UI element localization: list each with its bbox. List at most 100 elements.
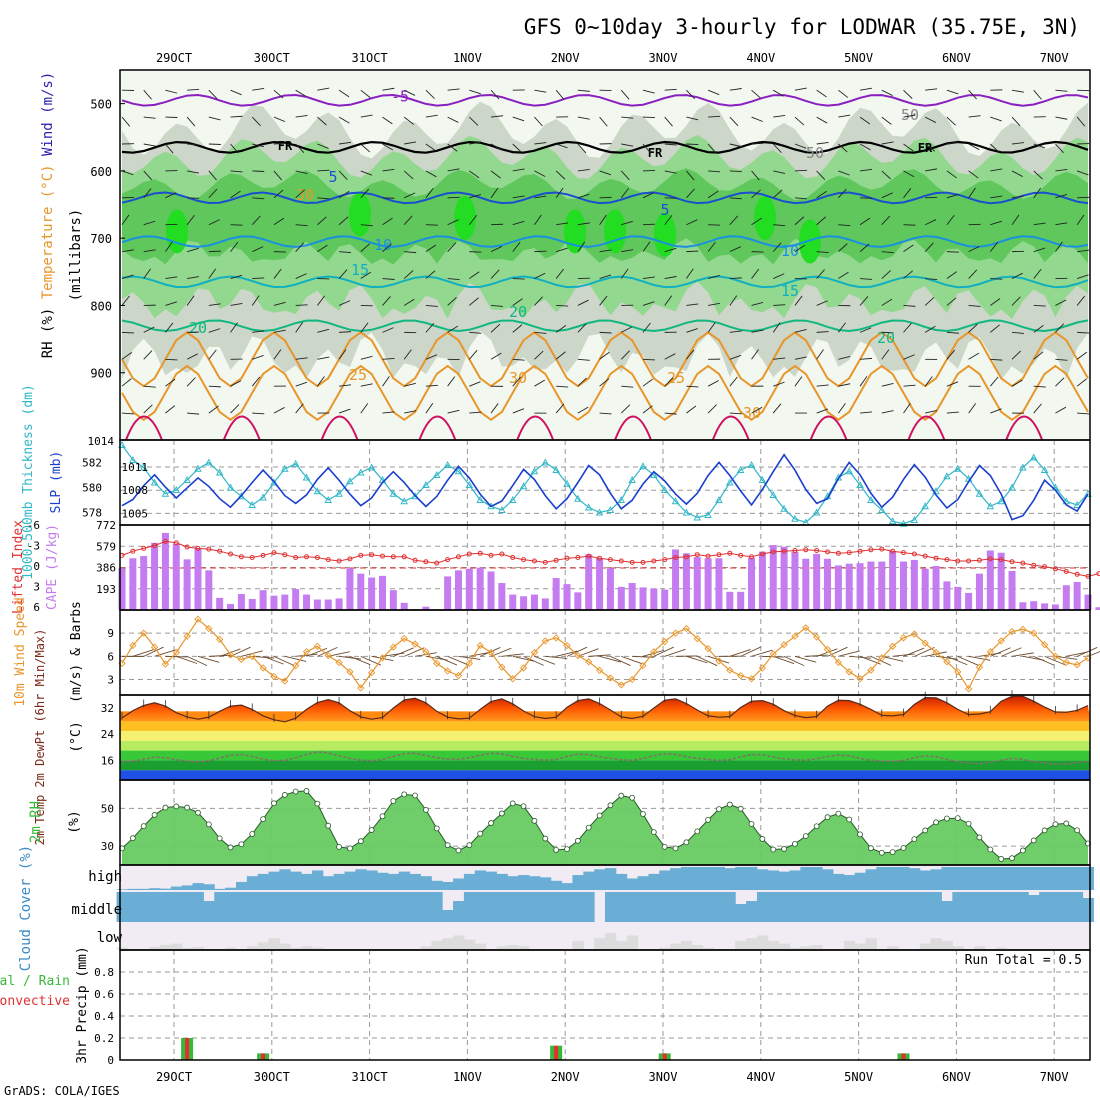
cape-bar (628, 583, 636, 610)
wind-barb (881, 410, 894, 414)
wind-barb (642, 378, 653, 387)
rh-point (705, 816, 712, 823)
precip-label-total: tal / Rain (0, 974, 70, 989)
wind-speed-point (813, 633, 821, 641)
cloud-low-bar (691, 944, 704, 949)
cloud-middle-bar (1028, 895, 1040, 922)
wind-barb (708, 115, 721, 118)
wind-barb (859, 296, 869, 306)
wind-barb (1055, 143, 1064, 154)
wind-barb (751, 116, 763, 122)
wind-barb (686, 89, 696, 100)
cloud-high-bar (116, 889, 128, 890)
thickness-point (519, 482, 528, 490)
cape-bar (346, 568, 354, 610)
precip-tick: 0 (107, 1054, 114, 1067)
thickness-point (194, 464, 202, 472)
wind-speed-point (433, 659, 441, 667)
wind-barb (165, 322, 174, 333)
wind-barb (317, 143, 329, 149)
wind-barb (1076, 214, 1085, 225)
wind-barb (990, 195, 1003, 199)
lifted-index-point (792, 548, 798, 553)
wind-barb (751, 406, 763, 414)
wind-speed-point (324, 651, 332, 660)
wind-speed-point (292, 661, 300, 670)
cloud-low-bar (789, 947, 801, 949)
wind-barb (534, 116, 543, 127)
lifted-index-point (803, 547, 809, 553)
lifted-index-point (705, 553, 711, 559)
date-label-top: 6NOV (942, 51, 971, 65)
wind-barb (577, 358, 590, 361)
axis-label: 3hr Precip (mm) (75, 946, 90, 1063)
cloud-high-bar (1071, 867, 1084, 890)
wind-barb (165, 241, 173, 252)
thickness-point (747, 461, 756, 468)
wind-barb (773, 357, 786, 360)
thickness-point (878, 506, 886, 513)
wind-barb (1033, 268, 1042, 279)
wind-speed-point (921, 639, 929, 647)
wind-barb (273, 349, 282, 360)
wind-barb (708, 302, 721, 306)
cape-bar (183, 559, 191, 610)
cloud-high-bar (756, 869, 769, 890)
wind-barb (468, 214, 478, 226)
wind-barb (121, 378, 132, 387)
cloud-middle-bar (680, 892, 693, 922)
wind-barb (382, 327, 394, 333)
wind-speed-point (237, 655, 246, 664)
cloud-layer-label: high (88, 869, 122, 885)
cape-bar (205, 570, 213, 610)
rh-point (184, 804, 191, 811)
isotherm-35 (418, 415, 457, 441)
surface-wind-barb (599, 655, 621, 663)
rh-point (553, 846, 560, 853)
wind-barb (273, 329, 286, 333)
wind-barb (447, 116, 459, 123)
lifted-index-point (694, 552, 700, 558)
cape-bar (1084, 594, 1092, 610)
axis-label-part: 10m Wind Speed (13, 597, 28, 707)
wind-barb (968, 269, 978, 279)
rh-point (759, 836, 766, 842)
cloud-low-bar (746, 938, 758, 949)
axis-label-part: 2m Temp 2m DewPt (6hr Min/Max) (33, 629, 47, 846)
contour-label: 20 (877, 329, 895, 347)
wind-speed-point (346, 668, 354, 676)
thickness-point (943, 472, 951, 480)
surface-wind-barb (490, 647, 512, 657)
lifted-index-point (879, 546, 885, 552)
cloud-middle-bar (1082, 898, 1094, 922)
rh-point (477, 830, 484, 837)
cloud-high-bar (995, 867, 1008, 890)
wind-barb (686, 250, 699, 253)
wind-barb (620, 188, 629, 199)
lifted-index-point (890, 548, 896, 554)
wind-barb (729, 412, 742, 415)
cape-bar (834, 565, 842, 610)
thickness-point (422, 481, 430, 488)
cloud-low-bar (887, 946, 899, 949)
rh-point (813, 823, 820, 830)
wind-barb (425, 270, 436, 279)
wind-barb (881, 382, 894, 387)
cloud-high-bar (832, 873, 845, 890)
cloud-middle-bar (518, 892, 530, 922)
wind-barb (642, 358, 655, 361)
surface-wind-barb (783, 655, 805, 667)
cloud-high-bar (463, 873, 476, 890)
cloud-low-bar (159, 944, 172, 949)
lifted-index-point (1074, 571, 1080, 577)
thickness-point (921, 502, 929, 510)
wind-speed-point (585, 658, 593, 666)
wind-barb (1033, 143, 1046, 149)
cape-tick: 386 (96, 562, 116, 575)
cloud-high-bar (735, 867, 747, 890)
thickness-point (183, 476, 191, 483)
surface-wind-barb (957, 655, 979, 666)
cape-bar (1019, 602, 1027, 610)
axis-label-part: (m/s) & Barbs (69, 601, 84, 703)
cloud-low-bar (116, 947, 128, 949)
